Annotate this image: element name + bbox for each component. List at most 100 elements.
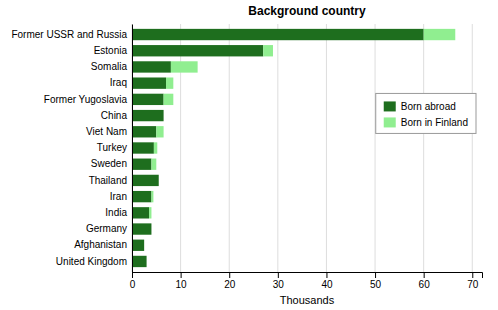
tick-label: Viet Nam	[86, 126, 127, 137]
bar	[132, 207, 149, 218]
grid-line	[132, 24, 133, 272]
bar	[132, 61, 171, 72]
tick-mark	[278, 272, 279, 278]
bar	[144, 240, 145, 251]
grid-line	[375, 24, 376, 272]
tick: Thailand	[89, 175, 132, 186]
legend-label: Born in Finland	[401, 117, 468, 128]
tick: China	[101, 110, 132, 121]
tick-label: India	[105, 207, 127, 218]
legend-swatch	[384, 101, 396, 111]
grid-line	[180, 24, 181, 272]
legend-swatch	[384, 117, 396, 127]
bar	[166, 77, 173, 88]
bar	[132, 126, 156, 137]
tick: Afghanistan	[74, 239, 132, 250]
bar	[132, 240, 144, 251]
tick: India	[105, 207, 132, 218]
tick-label: Estonia	[94, 45, 128, 56]
tick-mark	[472, 272, 473, 278]
bar	[132, 159, 151, 170]
tick: 30	[273, 272, 285, 290]
tick-mark	[375, 272, 376, 278]
tick: 60	[419, 272, 431, 290]
bar	[149, 207, 151, 218]
bar	[132, 175, 159, 186]
bar	[164, 94, 174, 105]
bar	[154, 142, 157, 153]
bar	[132, 110, 164, 121]
tick-mark	[132, 272, 133, 278]
grid-line	[472, 24, 473, 272]
tick-label: Turkey	[97, 142, 127, 153]
tick-label: Afghanistan	[74, 239, 127, 250]
tick-label: 0	[130, 279, 136, 290]
tick: United Kingdom	[56, 256, 132, 267]
tick-mark	[181, 272, 182, 278]
tick-label: China	[101, 110, 128, 121]
grid-line	[277, 24, 278, 272]
tick-label: Former Yugoslavia	[44, 94, 128, 105]
tick-label: Thailand	[89, 175, 127, 186]
tick-label: 30	[273, 279, 285, 290]
bars	[132, 29, 455, 267]
legend-item: Born abroad	[384, 101, 456, 112]
axis-line	[133, 273, 483, 279]
tick: Somalia	[91, 61, 132, 72]
bar	[132, 223, 151, 234]
tick-label: Somalia	[91, 61, 128, 72]
tick: Turkey	[97, 142, 132, 153]
legend: Born abroad Born in Finland	[376, 93, 476, 133]
bar	[146, 256, 147, 267]
bar	[151, 159, 156, 170]
axis-line	[132, 25, 133, 273]
tick: 50	[370, 272, 382, 290]
bar	[132, 191, 151, 202]
tick-label: Sweden	[91, 158, 127, 169]
grid-line	[423, 24, 424, 272]
bar	[156, 126, 163, 137]
grid-line	[326, 24, 327, 272]
tick-label: 10	[176, 279, 188, 290]
tick: 20	[224, 272, 236, 290]
bar	[132, 45, 263, 56]
chart-container: 0 10 20 30 40 50 60 70 Former USSR and Russia Est…	[0, 0, 498, 310]
plot-area: 0 10 20 30 40 50 60 70 Former USSR and Russia Est…	[11, 24, 482, 290]
grid-line	[229, 24, 230, 272]
tick-label: 50	[370, 279, 382, 290]
tick: Germany	[86, 223, 132, 234]
tick: Viet Nam	[86, 126, 132, 137]
axis-title: Thousands	[280, 294, 335, 306]
x-axis: 0 10 20 30 40 50 60 70	[130, 272, 483, 290]
tick: 40	[321, 272, 333, 290]
tick-label: 60	[419, 279, 431, 290]
y-axis: Former USSR and Russia Estonia Somalia Iraq…	[11, 25, 132, 273]
bar	[132, 77, 166, 88]
tick-mark	[326, 272, 327, 278]
tick: 70	[467, 272, 479, 290]
bar	[151, 223, 152, 234]
tick: Iran	[110, 191, 132, 202]
tick: 0	[130, 272, 136, 290]
tick-label: Iraq	[110, 77, 127, 88]
tick: Estonia	[94, 45, 132, 56]
bar	[132, 29, 424, 40]
chart-svg: 0 10 20 30 40 50 60 70 Former USSR and Russia Est…	[0, 0, 498, 310]
bar	[132, 94, 164, 105]
legend-item: Born in Finland	[384, 117, 468, 128]
tick-label: 40	[321, 279, 333, 290]
bar	[171, 61, 198, 72]
tick-mark	[424, 272, 425, 278]
bar	[424, 29, 456, 40]
bar	[151, 191, 153, 202]
bar	[163, 110, 164, 121]
tick-label: Former USSR and Russia	[11, 29, 127, 40]
tick-label: Iran	[110, 191, 127, 202]
grid	[132, 24, 472, 272]
tick-label: 70	[467, 279, 479, 290]
title: Background country	[248, 4, 366, 18]
bar	[263, 45, 273, 56]
legend-box	[376, 93, 476, 133]
tick-label: Germany	[86, 223, 127, 234]
bar	[132, 256, 147, 267]
